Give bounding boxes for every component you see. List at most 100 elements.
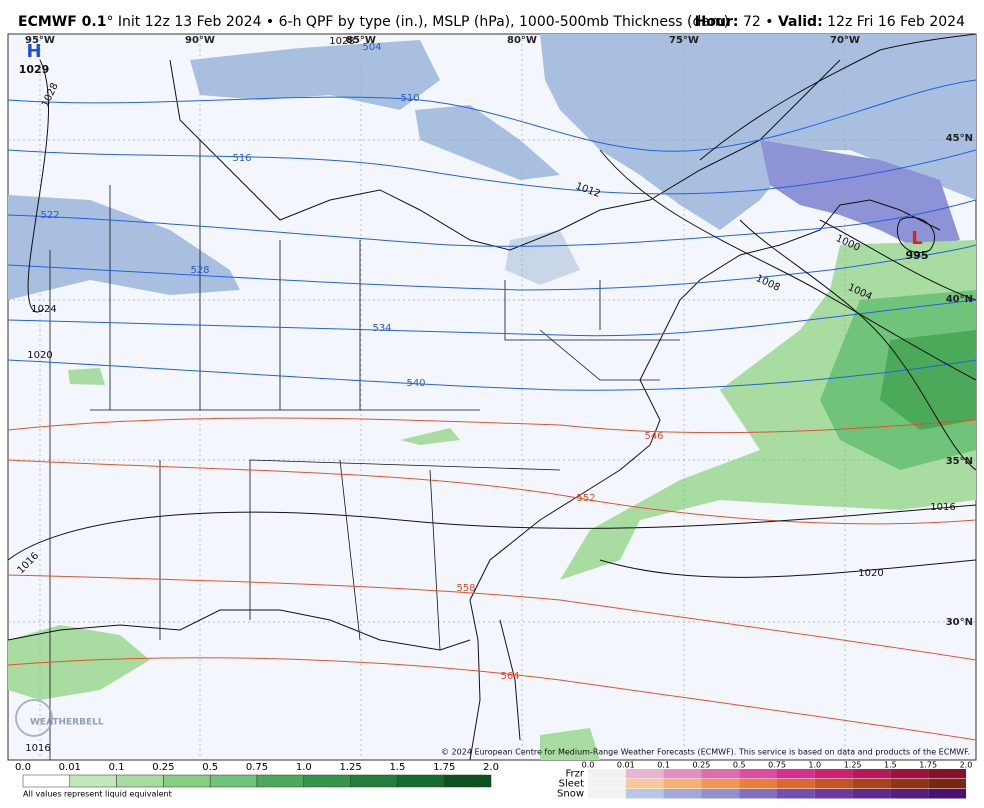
- ptype-label: Snow: [557, 789, 584, 800]
- thickness-label: 558: [456, 583, 475, 594]
- legend-swatch: [443, 774, 492, 788]
- valid-time: Hour: 72 • Valid: 12z Fri 16 Feb 2024: [695, 14, 965, 30]
- thickness-contour: [8, 199, 976, 247]
- thickness-contour: [8, 574, 976, 661]
- separator: •: [765, 14, 773, 30]
- legend-swatch: [928, 789, 966, 799]
- low-pressure: 995: [906, 249, 929, 262]
- legend-swatch: [22, 774, 71, 788]
- legend-swatch: [350, 774, 398, 788]
- thickness-contour: [8, 417, 976, 434]
- longitude-label: 85°W: [346, 35, 376, 46]
- legend-swatch: [852, 779, 891, 789]
- legend-swatch: [209, 774, 258, 788]
- thickness-label: 516: [232, 153, 251, 164]
- legend-swatch: [588, 769, 626, 779]
- legend-swatch: [303, 774, 351, 788]
- legend-swatch: [163, 774, 211, 788]
- legend-tick-label: 0.01: [59, 762, 81, 773]
- legend-tick-label: 0.0: [582, 761, 595, 770]
- legend-swatch: [625, 789, 664, 799]
- isobar: [27, 59, 50, 313]
- thickness-label: 546: [644, 431, 663, 442]
- latitude-label: 35°N: [946, 456, 973, 467]
- longitude-label: 80°W: [507, 35, 537, 46]
- thickness-label: 504: [362, 42, 381, 53]
- thickness-contour: [8, 299, 976, 337]
- legend-tick-label: 2.0: [483, 762, 499, 773]
- longitude-label: 90°W: [185, 35, 215, 46]
- legend-tick-label: 0.5: [202, 762, 218, 773]
- thickness-contour: [8, 149, 976, 195]
- legend-swatch: [814, 779, 853, 789]
- legend-swatch: [890, 779, 929, 789]
- isobar-label: 1020: [858, 568, 883, 579]
- title: ECMWF 0.1° Init 12z 13 Feb 2024 • 6-h QP…: [18, 14, 729, 30]
- legend-swatch: [852, 769, 891, 779]
- high-pressure: 1029: [19, 63, 50, 76]
- valid-label: Valid:: [778, 14, 823, 30]
- isobar: [896, 216, 936, 254]
- isobar-label: 1028: [329, 36, 354, 47]
- latitude-label: 45°N: [946, 133, 973, 144]
- legend-swatch: [588, 789, 626, 799]
- legend-swatch: [625, 779, 664, 789]
- heavy-snow-area: [760, 140, 960, 250]
- legend-swatch: [663, 779, 702, 789]
- longitude-label: 95°W: [25, 35, 55, 46]
- legend-swatch: [777, 789, 815, 799]
- coastline: [499, 619, 521, 741]
- thickness-label: 540: [406, 378, 425, 389]
- hour-label: Hour:: [695, 14, 739, 30]
- legend-swatch: [69, 774, 117, 788]
- legend-swatch: [739, 769, 777, 779]
- legend-swatch: [852, 789, 891, 799]
- watermark: WEATHERBELL: [30, 718, 104, 728]
- legend-tick-label: 0.5: [733, 761, 746, 770]
- title-rest: ° Init 12z 13 Feb 2024 • 6-h QPF by type…: [106, 14, 729, 30]
- legend-swatch: [777, 769, 815, 779]
- legend-swatch: [116, 774, 164, 788]
- snow-area: [190, 40, 440, 110]
- legend-tick-label: 1.0: [296, 762, 312, 773]
- thickness-contour: [8, 459, 976, 525]
- isobar: [599, 559, 976, 578]
- longitude-label: 70°W: [830, 35, 860, 46]
- legend-swatch: [663, 789, 702, 799]
- legend-swatch: [663, 769, 702, 779]
- ptype-label: Frzr: [566, 769, 585, 780]
- legend-tick-label: 1.5: [884, 761, 897, 770]
- ptype-legend: 0.0 0.01 0.1 0.25 0.5 0.75 1.0 1.25 1.5 1.75 2.0 Fr…: [557, 761, 972, 800]
- legend-swatch: [701, 789, 740, 799]
- hour: 72: [743, 14, 761, 30]
- latitude-label: 30°N: [946, 617, 973, 628]
- rain-area: [400, 428, 460, 445]
- qpf-legend: 0.0 0.01 0.1 0.25 0.5 0.75 1.0 1.25 1.5 1.75 2.0: [15, 762, 499, 788]
- isobar: [739, 219, 976, 471]
- legend-swatch: [701, 769, 740, 779]
- legend-swatch: [928, 779, 966, 789]
- legend-swatch: [890, 769, 929, 779]
- legend-tick-label: 1.0: [808, 761, 821, 770]
- thickness-contour: [8, 359, 976, 391]
- heavy-rain-area: [880, 330, 976, 430]
- map-content: [8, 34, 976, 760]
- isobar: [599, 149, 976, 381]
- isobar: [699, 34, 976, 161]
- legend-swatch: [890, 789, 929, 799]
- legend-tick-label: 1.75: [919, 761, 937, 770]
- ptype-label: Sleet: [559, 779, 584, 790]
- legend-note: All values represent liquid equivalent: [23, 790, 172, 799]
- legend-swatch: [814, 769, 853, 779]
- legend-tick-label: 1.5: [389, 762, 405, 773]
- legend-swatch: [397, 774, 445, 788]
- legend-swatch: [928, 769, 966, 779]
- legend-swatch: [256, 774, 305, 788]
- watermark-logo: [15, 699, 53, 737]
- thickness-label: 564: [500, 671, 519, 682]
- map: 95°W 90°W 85°W 80°W 75°W 70°W 45°N 40°N …: [7, 33, 977, 761]
- legend-tick-label: 1.25: [844, 761, 862, 770]
